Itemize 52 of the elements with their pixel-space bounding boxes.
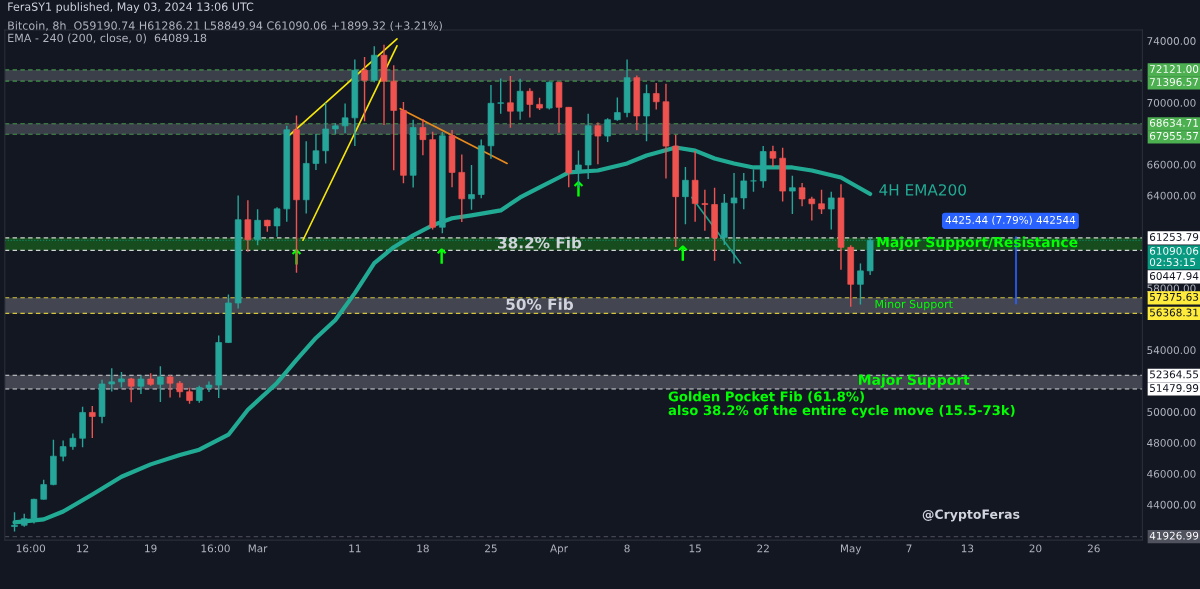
y-tick-label: 58000.00 bbox=[1147, 284, 1196, 293]
ref-line-label: 41926.99 bbox=[1149, 531, 1199, 540]
x-tick-label: Apr bbox=[550, 544, 569, 555]
x-tick-label: Mar bbox=[248, 544, 268, 553]
annotation: ↑ bbox=[436, 248, 447, 264]
annotation: Golden Pocket Fib (61.8%) also 38.2% of the entire cycle move (15.5-73k) bbox=[668, 391, 1015, 418]
band-label: 38.2% Fib bbox=[498, 236, 582, 249]
y-tick-label: 66000.00 bbox=[1147, 160, 1196, 169]
text: FeraSY1 published, May 03, 2024 13:06 UTC bbox=[8, 2, 254, 14]
annotation: 4425.44 (7.79%) 442544 bbox=[945, 215, 1076, 226]
y-tick-label: 50000.00 bbox=[1147, 408, 1196, 416]
ref-line-label: 71396.57 bbox=[1150, 78, 1199, 86]
x-tick-label: May bbox=[840, 544, 862, 555]
x-tick-label: 20 bbox=[1029, 544, 1042, 553]
y-tick-label: 44000.00 bbox=[1147, 500, 1196, 509]
y-tick-label: 64000.00 bbox=[1147, 191, 1196, 200]
annotation: ↑ bbox=[678, 245, 688, 261]
annotation: Minor Support bbox=[875, 299, 953, 311]
x-tick-label: 7 bbox=[906, 544, 912, 553]
ref-line-label: 57375.63 bbox=[1150, 292, 1199, 301]
x-tick-label: 15 bbox=[689, 544, 701, 553]
annotation: @CryptoFeras bbox=[922, 509, 1020, 522]
band-label: 50% Fib bbox=[506, 298, 574, 311]
y-tick-label: 48000.00 bbox=[1147, 438, 1196, 447]
ref-line-label: 51479.99 bbox=[1150, 384, 1199, 392]
x-tick-label: 16:00 bbox=[16, 544, 46, 553]
ref-line-label: 56368.31 bbox=[1150, 308, 1198, 317]
chart-subtitle: EMA - 240 (200, close, 0) 64089.18 bbox=[8, 33, 207, 44]
x-tick-label: 18 bbox=[417, 544, 429, 553]
x-tick-label: 26 bbox=[1087, 544, 1100, 553]
ref-line-label: 52364.55 bbox=[1150, 370, 1199, 379]
ref-line-label: 61253.79 bbox=[1149, 233, 1199, 241]
ref-line-label: 61090.06 02:53:15 bbox=[1149, 246, 1199, 267]
y-tick-label: 70000.00 bbox=[1147, 98, 1196, 107]
x-tick-label: 19 bbox=[145, 544, 157, 553]
y-tick-label: 54000.00 bbox=[1147, 346, 1196, 355]
x-tick-label: 16:00 bbox=[201, 544, 230, 553]
ref-line-label: 72121.00 bbox=[1150, 65, 1199, 73]
ref-line-label: 67955.57 bbox=[1149, 131, 1199, 140]
x-tick-label: 8 bbox=[624, 544, 630, 553]
series-label: 4H EMA200 bbox=[879, 184, 966, 196]
x-tick-label: 13 bbox=[961, 544, 974, 553]
annotation: Major Support bbox=[859, 374, 970, 388]
chart-title: Bitcoin, 8h O59190.74 H61286.21 L58849.94 C61090.06 +1899.32 (+3.21%) bbox=[8, 21, 442, 32]
x-tick-label: 12 bbox=[77, 544, 89, 553]
ref-line-label: 68634.71 bbox=[1149, 118, 1198, 127]
y-tick-label: 46000.00 bbox=[1147, 469, 1196, 478]
x-tick-label: 11 bbox=[349, 544, 361, 553]
x-tick-label: 25 bbox=[485, 544, 497, 553]
ref-line-label: 60447.94 bbox=[1149, 272, 1199, 280]
y-tick-label: 74000.00 bbox=[1147, 37, 1196, 45]
x-tick-label: 22 bbox=[757, 544, 769, 553]
